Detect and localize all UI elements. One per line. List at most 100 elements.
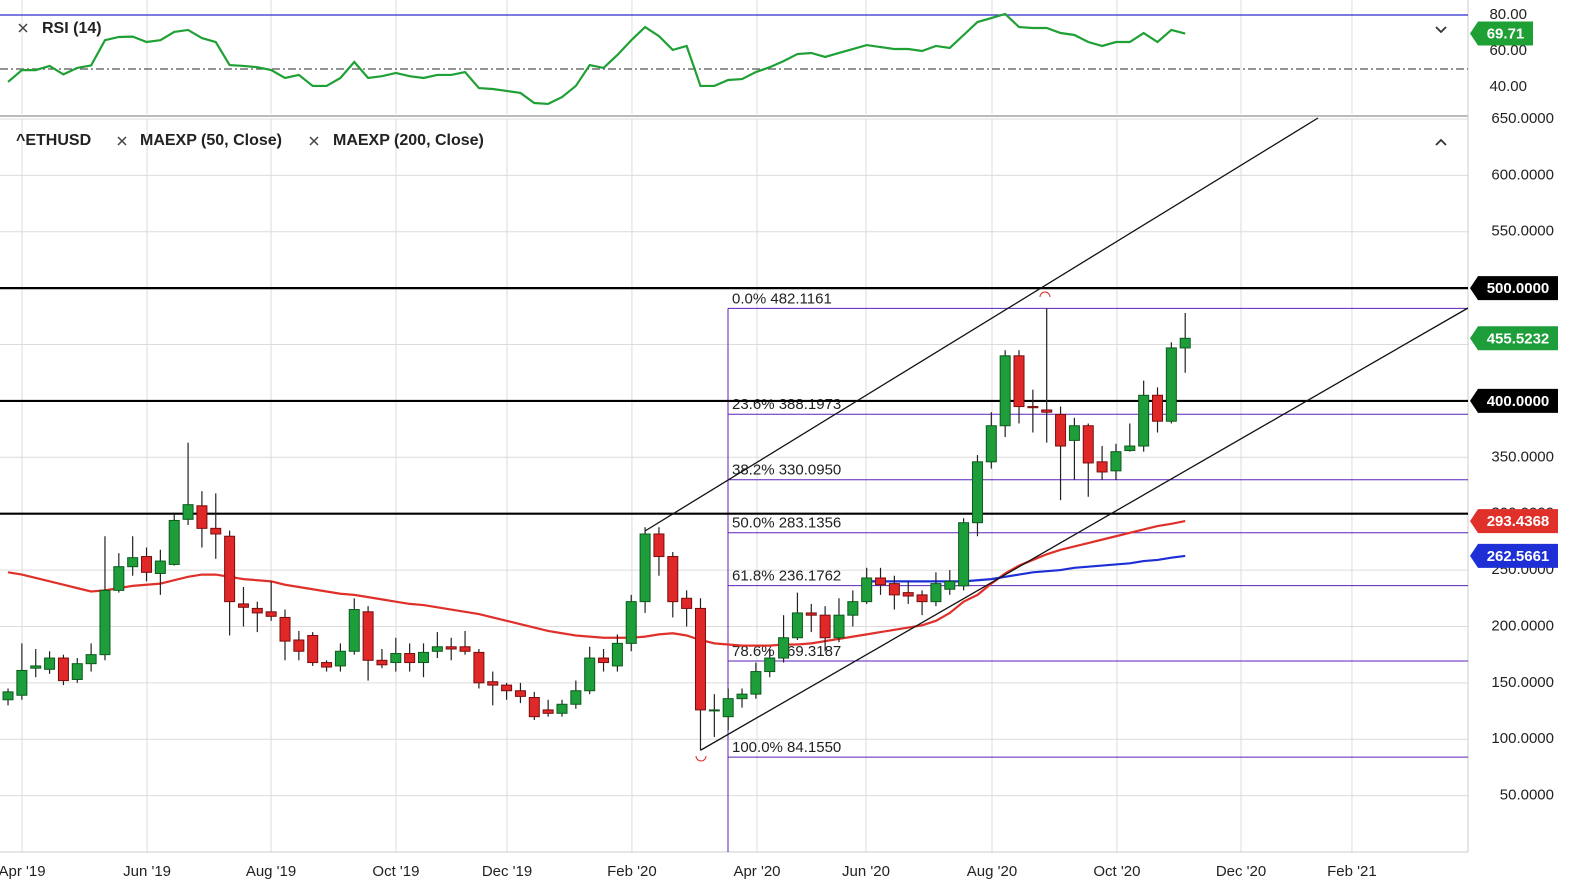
candle-body xyxy=(999,355,1011,427)
fib-label: 50.0% 283.1356 xyxy=(732,515,841,532)
candle-body xyxy=(902,592,914,597)
candle-body xyxy=(376,659,388,666)
channel-line xyxy=(644,117,1319,532)
candle-body xyxy=(584,657,596,692)
remove-icon[interactable] xyxy=(309,136,319,146)
y-tick-label: 200.0000 xyxy=(1491,617,1554,634)
candle-body xyxy=(334,650,346,667)
axes: Apr '19 Jun '19 Aug '19 Oct '19 Dec '19 Feb '… xyxy=(0,6,1558,880)
x-tick-label: Aug '19 xyxy=(246,863,296,880)
candle-body xyxy=(307,634,319,664)
candle-body xyxy=(445,646,457,650)
candle-body xyxy=(293,639,305,652)
candle-body xyxy=(598,657,610,664)
candle-body xyxy=(16,669,28,696)
legend-entry[interactable]: MAEXP (200, Close) xyxy=(333,132,484,149)
collapse-icon[interactable] xyxy=(1435,26,1447,34)
candle-body xyxy=(459,646,471,652)
candle-body xyxy=(501,684,513,692)
candle-body xyxy=(127,557,139,568)
candle-body xyxy=(390,653,402,664)
price-marker xyxy=(1470,388,1558,413)
candle-body xyxy=(611,642,623,667)
candle-body xyxy=(279,616,291,642)
fib-label: 38.2% 330.0950 xyxy=(732,462,841,479)
y-tick-label: 50.0000 xyxy=(1500,787,1554,804)
y-tick-label: 550.0000 xyxy=(1491,223,1554,240)
x-tick-label: Jun '20 xyxy=(842,863,890,880)
candle-body xyxy=(833,614,845,639)
candle-body xyxy=(1096,461,1108,473)
candle-body xyxy=(985,425,997,463)
y-tick-label: 100.0000 xyxy=(1491,730,1554,747)
candle-body xyxy=(362,611,374,661)
pivot-marker xyxy=(695,755,707,762)
candle-body xyxy=(1041,409,1053,413)
candle-body xyxy=(930,583,942,603)
x-tick-label: Dec '20 xyxy=(1216,863,1266,880)
candle-body xyxy=(778,637,790,659)
candle-body xyxy=(154,560,166,574)
candle-body xyxy=(196,505,208,529)
candle-body xyxy=(113,566,125,591)
candle-body xyxy=(237,603,249,608)
candle-body xyxy=(1138,394,1150,447)
candle-body xyxy=(542,709,554,714)
x-tick-label: Apr '20 xyxy=(733,863,780,880)
symbol-title: ^ETHUSD xyxy=(16,132,91,149)
candle-body xyxy=(514,690,526,697)
candle-body xyxy=(224,535,236,603)
candle-body xyxy=(473,651,485,684)
y-tick-label: 150.0000 xyxy=(1491,674,1554,691)
price-marker-label: 455.5232 xyxy=(1487,330,1550,347)
candle-body xyxy=(570,690,582,705)
candle-body xyxy=(251,607,263,614)
remove-icon[interactable] xyxy=(117,136,127,146)
candle-body xyxy=(971,461,983,524)
candle-body xyxy=(888,583,900,596)
collapse-icon[interactable] xyxy=(1435,138,1447,146)
candle-body xyxy=(736,693,748,700)
candle-body xyxy=(348,609,360,652)
x-tick-label: Dec '19 xyxy=(482,863,532,880)
fib-label: 100.0% 84.1550 xyxy=(732,739,841,756)
fib-label: 0.0% 482.1161 xyxy=(732,290,832,307)
fib-label: 61.8% 236.1762 xyxy=(732,568,841,585)
x-tick-label: Jun '19 xyxy=(123,863,171,880)
moving-average xyxy=(7,520,1186,647)
candle-body xyxy=(168,519,180,565)
candle-body xyxy=(1055,413,1067,447)
candle-body xyxy=(764,657,776,673)
candle-body xyxy=(556,703,568,714)
candle-body xyxy=(431,646,443,652)
candle-body xyxy=(791,612,803,639)
pivot-marker xyxy=(1039,291,1051,298)
candle-body xyxy=(85,654,97,665)
legend-entry[interactable]: MAEXP (50, Close) xyxy=(140,132,282,149)
price-marker xyxy=(1470,326,1558,351)
candle-body xyxy=(694,607,706,711)
x-tick-label: Feb '20 xyxy=(607,863,657,880)
candle-body xyxy=(182,504,194,520)
candle-body xyxy=(57,657,69,682)
price-marker-label: 400.0000 xyxy=(1487,393,1550,410)
candle-body xyxy=(1152,394,1164,422)
price-marker-label: 293.4368 xyxy=(1487,513,1550,530)
channel-line xyxy=(700,307,1469,751)
candle-body xyxy=(722,698,734,718)
candle-body xyxy=(861,577,873,603)
candle-body xyxy=(667,556,679,603)
candle-body xyxy=(1068,425,1080,441)
candle-body xyxy=(875,577,887,586)
candle-body xyxy=(528,697,540,718)
candle-body xyxy=(1082,425,1094,464)
remove-icon[interactable] xyxy=(18,23,28,33)
candle-body xyxy=(2,691,14,701)
candle-body xyxy=(625,601,637,644)
candle-body xyxy=(1179,337,1191,349)
x-tick-label: Oct '19 xyxy=(372,863,419,880)
y-tick-label: 350.0000 xyxy=(1491,448,1554,465)
price-marker xyxy=(1470,21,1533,46)
candle-body xyxy=(210,527,222,535)
